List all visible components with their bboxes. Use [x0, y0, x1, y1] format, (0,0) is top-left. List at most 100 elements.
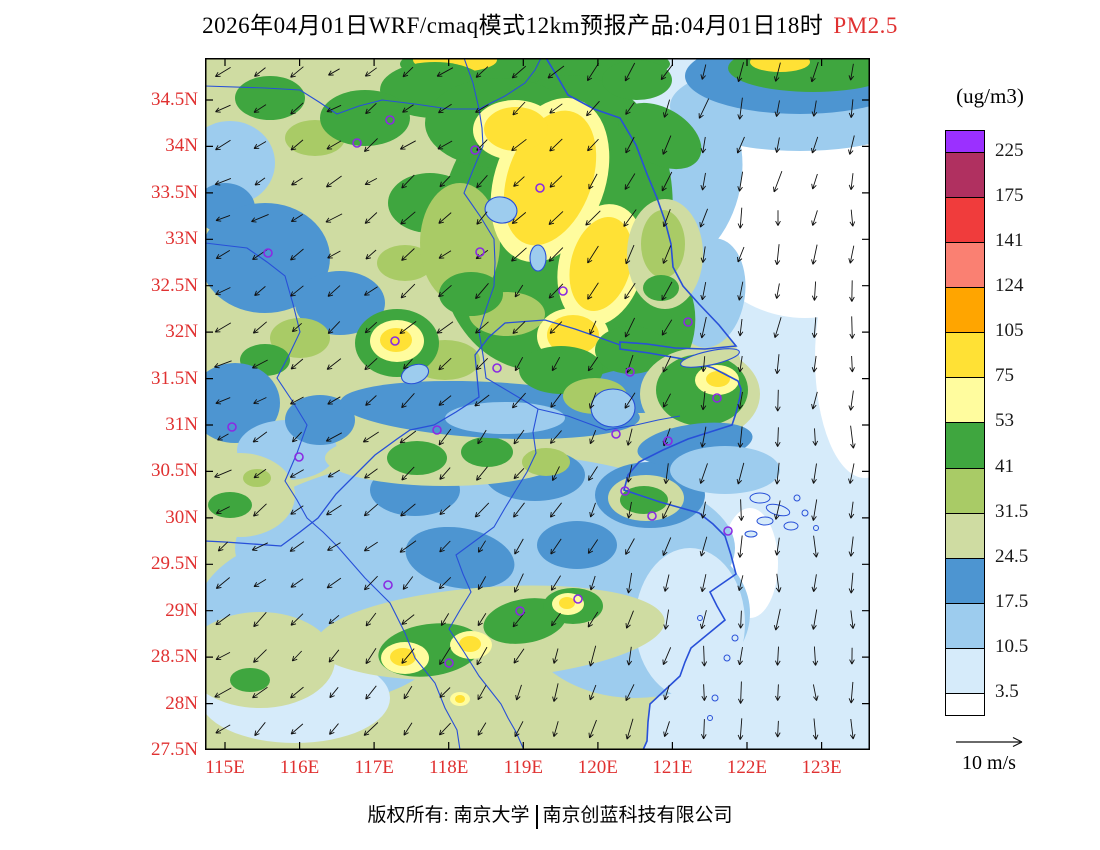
lon-tick-label: 119E: [503, 757, 543, 778]
lon-tick-label: 117E: [354, 757, 394, 778]
copyright-footer: 版权所有: 南京大学 南京创蓝科技有限公司: [0, 800, 1100, 829]
station-marker: [620, 486, 630, 496]
station-marker: [475, 247, 485, 257]
colorbar-level-label: 17.5: [995, 590, 1029, 612]
lat-tick-label: 31N: [165, 413, 198, 435]
station-marker: [432, 425, 442, 435]
station-marker: [385, 115, 395, 125]
station-marker: [492, 363, 502, 373]
colorbar-units-title: (ug/m3): [956, 84, 1024, 108]
province-border: [336, 545, 461, 750]
title-pollutant: PM2.5: [833, 13, 898, 38]
lat-tick-label: 29N: [165, 599, 198, 621]
colorbar-cell: [945, 377, 985, 424]
colorbar-level-label: 31.5: [995, 500, 1029, 522]
station-marker: [263, 248, 273, 258]
lon-tick-label: 115E: [205, 757, 245, 778]
lon-tick-label: 118E: [429, 757, 469, 778]
lat-tick-label: 34N: [165, 135, 198, 157]
colorbar-cell: [945, 512, 985, 559]
copyright-company: 南京创蓝科技有限公司: [542, 805, 733, 826]
forecast-map: [205, 58, 870, 750]
province-border: [448, 489, 525, 750]
station-markers-layer: [227, 115, 733, 668]
colorbar-cell: [945, 467, 985, 514]
lat-tick-label: 32.5N: [151, 274, 198, 296]
lon-tick-label: 123E: [801, 757, 842, 778]
station-marker: [712, 393, 722, 403]
colorbar-cell: [945, 557, 985, 604]
lat-tick-label: 31.5N: [151, 367, 198, 389]
colorbar-cell: [945, 242, 985, 289]
contour-fills: [205, 58, 870, 750]
province-border: [205, 242, 338, 547]
lat-tick-label: 34.5N: [151, 89, 198, 110]
lat-tick-label: 32N: [165, 321, 198, 343]
station-marker: [515, 606, 525, 616]
colorbar-level-label: 41: [995, 455, 1014, 477]
map-canvas: [205, 58, 870, 750]
province-border: [515, 408, 539, 491]
station-marker: [352, 138, 362, 148]
station-marker: [470, 145, 480, 155]
station-marker: [558, 286, 568, 296]
station-marker: [390, 336, 400, 346]
wind-scale-label: 10 m/s: [962, 752, 1016, 774]
colorbar-level-label: 75: [995, 365, 1014, 387]
province-border: [478, 58, 542, 110]
title-main: 2026年04月01日WRF/cmaq模式12km预报产品:04月01日18时: [202, 13, 824, 38]
colorbar-level-label: 3.5: [995, 680, 1019, 702]
colorbar-cell: [945, 647, 985, 694]
station-marker: [227, 422, 237, 432]
coastline: [545, 58, 742, 750]
province-border: [205, 85, 479, 115]
lake-taihu: [590, 388, 636, 428]
colorbar-cell: [945, 332, 985, 379]
lat-tick-label: 27.5N: [151, 738, 198, 760]
lat-tick-label: 28N: [165, 692, 198, 714]
station-marker: [723, 526, 733, 536]
lon-tick-label: 116E: [279, 757, 320, 778]
offshore-islands: [697, 492, 819, 721]
colorbar-level-label: 24.5: [995, 545, 1029, 567]
wind-scale-arrow: [956, 736, 1023, 748]
colorbar-level-label: 141: [995, 230, 1024, 252]
map-frame: [205, 58, 870, 750]
colorbar-cell: [945, 197, 985, 244]
station-marker: [663, 436, 673, 446]
lon-tick-label: 122E: [726, 757, 768, 778]
lon-tick-label: 120E: [577, 757, 618, 778]
page-title: 2026年04月01日WRF/cmaq模式12km预报产品:04月01日18时 P…: [0, 6, 1100, 40]
colorbar: [945, 130, 985, 716]
lat-tick-label: 30N: [165, 506, 198, 528]
lat-tick-label: 29.5N: [151, 553, 198, 575]
wind-arrows-layer: [214, 61, 856, 740]
colorbar-level-label: 105: [995, 320, 1024, 342]
lon-tick-label: 121E: [652, 757, 693, 778]
lat-tick-label: 33N: [165, 228, 198, 250]
colorbar-cell: [945, 602, 985, 649]
station-marker: [625, 367, 635, 377]
station-marker: [383, 580, 393, 590]
colorbar-cell: [945, 422, 985, 469]
lat-tick-label: 33.5N: [151, 181, 198, 203]
axis-ticks: [205, 58, 870, 750]
station-marker: [647, 511, 657, 521]
map-borders: [205, 58, 819, 750]
colorbar-cell: [945, 287, 985, 334]
station-marker: [683, 317, 693, 327]
lake-gaoyou: [529, 244, 547, 272]
colorbar-level-label: 53: [995, 410, 1014, 432]
station-marker: [294, 452, 304, 462]
station-marker: [535, 183, 545, 193]
colorbar-cell: [945, 692, 985, 716]
colorbar-level-label: 10.5: [995, 635, 1029, 657]
copyright-owner: 版权所有: 南京大学: [367, 805, 530, 826]
lake-hongze: [484, 196, 518, 224]
lat-tick-label: 28.5N: [151, 646, 198, 668]
province-border: [463, 58, 681, 431]
lake-chaohu: [400, 363, 430, 385]
colorbar-level-label: 225: [995, 139, 1024, 161]
footer-divider: [535, 804, 538, 829]
